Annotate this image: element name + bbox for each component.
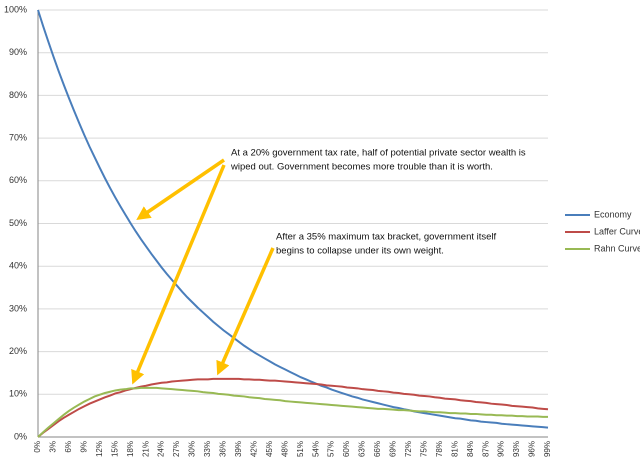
x-tick-label: 72%	[404, 441, 413, 457]
x-tick-label: 33%	[203, 441, 212, 457]
x-tick-label: 6%	[64, 441, 73, 453]
x-tick-label: 15%	[110, 441, 119, 457]
x-tick-label: 30%	[188, 441, 197, 457]
x-tick-label: 3%	[49, 441, 58, 453]
x-tick-label: 36%	[219, 441, 228, 457]
x-tick-label: 93%	[512, 441, 521, 457]
x-tick-label: 78%	[435, 441, 444, 457]
series-line	[37, 9, 549, 429]
x-tick-label: 39%	[234, 441, 243, 457]
x-tick-label: 9%	[79, 441, 88, 453]
y-tick-label: 100%	[4, 4, 27, 14]
y-tick-label: 70%	[9, 132, 27, 142]
x-tick-label: 60%	[342, 441, 351, 457]
y-tick-label: 50%	[9, 218, 27, 228]
arrow	[136, 158, 225, 220]
legend-label: Laffer Curve	[594, 226, 640, 236]
legend-label: Rahn Curve	[594, 243, 640, 253]
x-tick-label: 42%	[249, 441, 258, 457]
y-tick-label: 0%	[14, 431, 27, 441]
plot-area: 0% 10% 20% 30% 40% 50% 60% 70% 80% 90% 100% 0% 3% 6% 9…	[4, 4, 552, 457]
x-tick-label: 69%	[389, 441, 398, 457]
annotation: wiped out. Government becomes more troub…	[230, 162, 493, 173]
x-tick-label: 90%	[497, 441, 506, 457]
y-tick-label: 10%	[9, 389, 27, 399]
series-line	[37, 386, 548, 438]
x-tick-label: 21%	[141, 441, 150, 457]
x-tick-label: 0%	[33, 441, 42, 453]
arrow	[216, 247, 275, 376]
x-tick-label: 54%	[311, 441, 320, 457]
x-tick-label: 27%	[172, 441, 181, 457]
annotation: After a 35% maximum tax bracket, governm…	[276, 232, 497, 243]
x-tick-label: 57%	[327, 441, 336, 457]
y-tick-label: 80%	[9, 90, 27, 100]
x-tick-label: 84%	[466, 441, 475, 457]
x-tick-label: 96%	[528, 441, 537, 457]
series-line	[37, 377, 549, 438]
x-tick-label: 81%	[450, 441, 459, 457]
x-tick-label: 75%	[419, 441, 428, 457]
legend-label: Economy	[594, 209, 632, 219]
x-tick-label: 12%	[95, 441, 104, 457]
y-tick-label: 20%	[9, 346, 27, 356]
x-tick-label: 99%	[543, 441, 552, 457]
y-tick-label: 30%	[9, 303, 27, 313]
x-tick-label: 48%	[280, 441, 289, 457]
arrow	[131, 164, 226, 385]
x-tick-label: 51%	[296, 441, 305, 457]
x-tick-label: 66%	[373, 441, 382, 457]
x-tick-label: 63%	[358, 441, 367, 457]
x-tick-label: 24%	[157, 441, 166, 457]
y-tick-label: 40%	[9, 261, 27, 271]
y-tick-label: 90%	[9, 47, 27, 57]
y-tick-label: 60%	[9, 175, 27, 185]
annotation-arrows	[131, 158, 275, 385]
x-tick-label: 18%	[126, 441, 135, 457]
annotation: At a 20% government tax rate, half of po…	[231, 148, 526, 159]
x-tick-label: 45%	[265, 441, 274, 457]
x-tick-label: 87%	[481, 441, 490, 457]
annotation: begins to collapse under its own weight.	[276, 246, 444, 257]
